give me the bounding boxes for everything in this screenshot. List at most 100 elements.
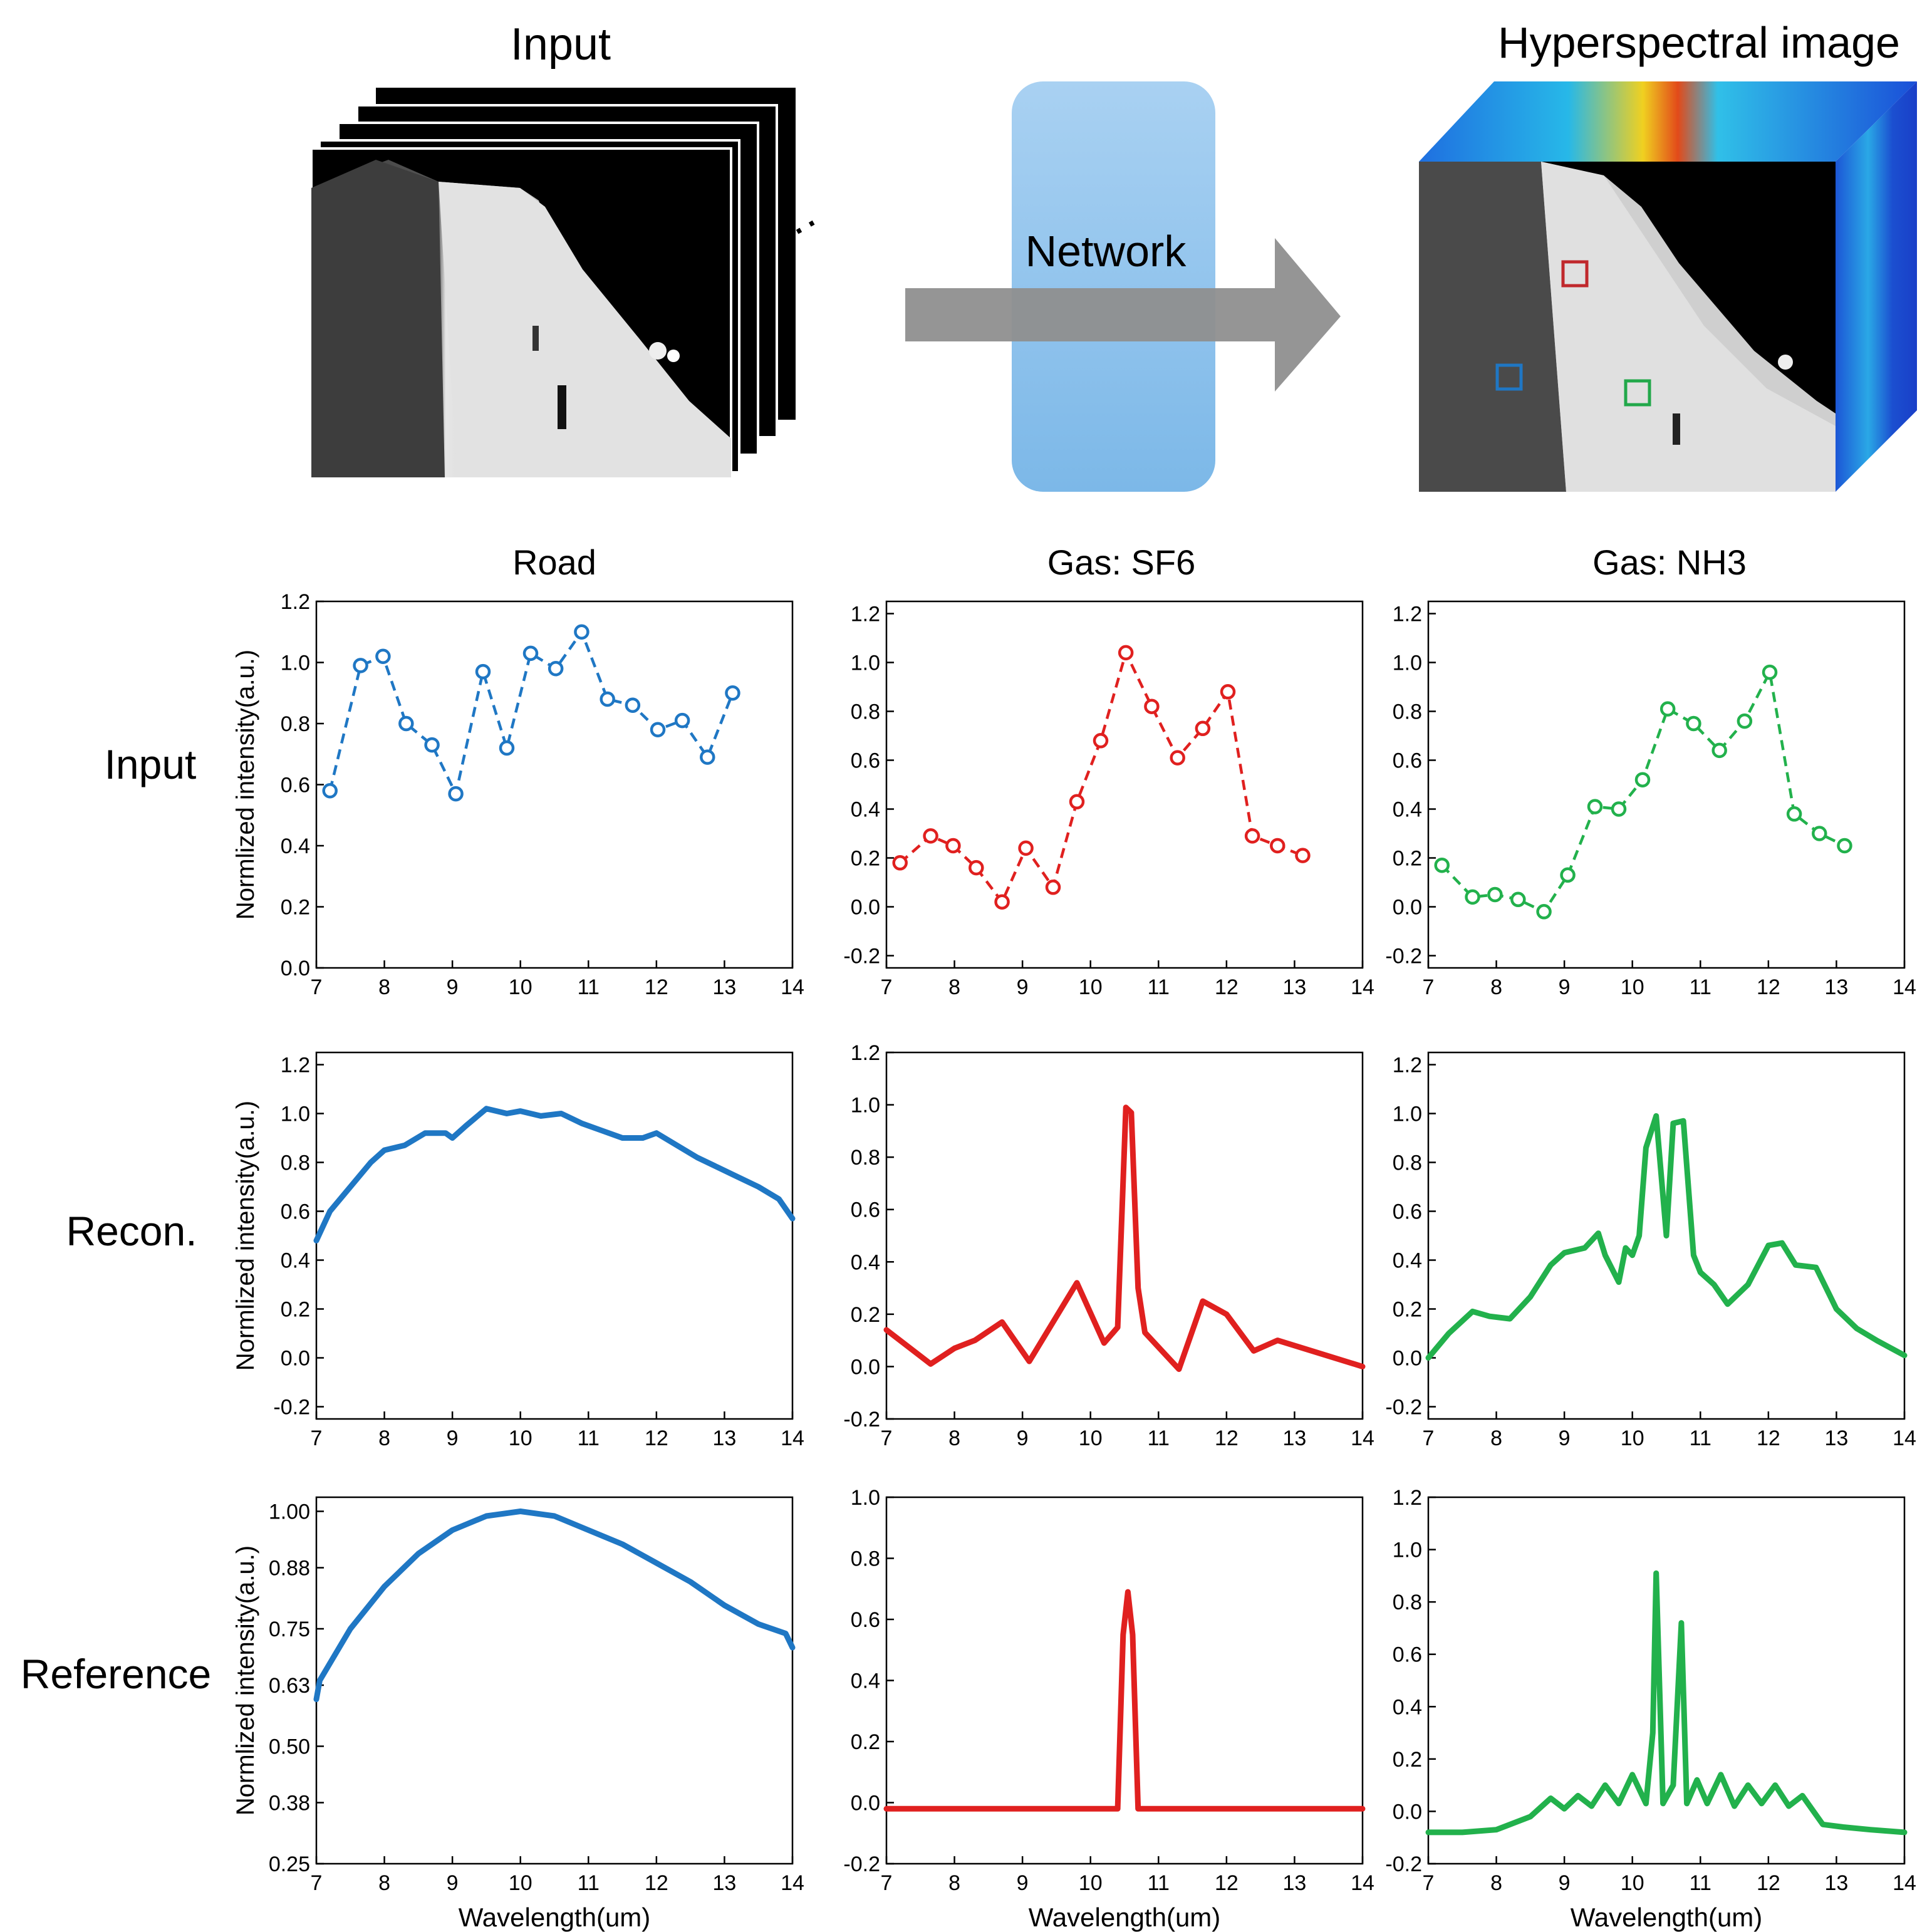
y-tick-label: 1.0	[851, 1094, 880, 1118]
x-tick-label: 13	[1825, 1426, 1849, 1450]
x-tick-label: 11	[578, 975, 600, 999]
plot-frame	[885, 600, 1364, 969]
x-tick-label: 11	[1690, 975, 1711, 999]
x-tick-label: 14	[781, 975, 804, 999]
flow-arrow	[905, 238, 1341, 392]
y-tick-label: 1.0	[851, 1486, 880, 1510]
data-point	[1118, 645, 1134, 661]
panel-reference-road: 7 8 9 10 11 12 13 14 0.25 0.38 0.50 0.63 0.75 0.88 1.0…	[232, 1496, 804, 1932]
y-tick-label: 0.6	[1393, 749, 1422, 773]
y-tick-label: 0.6	[851, 1608, 880, 1632]
x-tick-label: 11	[1148, 1426, 1170, 1450]
data-point	[1244, 828, 1260, 844]
x-tick-label: 13	[713, 975, 737, 999]
data-point	[424, 737, 440, 753]
column-header-nh3: Gas: NH3	[1592, 543, 1747, 582]
data-point	[1587, 799, 1603, 814]
y-tick-label: -0.2	[273, 1396, 310, 1420]
series-line	[1425, 1570, 1908, 1836]
x-tick-label: 11	[578, 1426, 600, 1450]
y-tick-label: 0.4	[281, 834, 310, 858]
y-tick-label: 0.4	[1393, 1249, 1422, 1273]
x-tick-label: 13	[1825, 1871, 1849, 1895]
series-line	[1425, 1113, 1908, 1361]
series-line	[883, 1589, 1366, 1812]
x-tick-label: 14	[1351, 1871, 1374, 1895]
hyperspectral-cube	[1419, 81, 1917, 492]
panel-recon-gas-nh3: 7 8 9 10 11 12 13 14 -0.2 0.0 0.2 0.4 0.6 0.8 1.0 1.2	[1385, 1051, 1916, 1450]
x-tick-label: 8	[1490, 1426, 1502, 1450]
x-tick-label: 9	[1017, 1871, 1029, 1895]
y-tick-label: 0.50	[269, 1735, 310, 1759]
y-tick-label: 1.0	[1393, 652, 1422, 675]
data-point	[1170, 750, 1185, 766]
y-tick-label: 0.4	[851, 1250, 880, 1274]
roi-box-nh3	[1624, 379, 1651, 407]
x-tick-label: 7	[311, 1426, 323, 1450]
y-tick-label: 1.2	[1393, 1054, 1422, 1078]
y-tick-label: 0.6	[851, 749, 880, 773]
y-tick-label: 1.2	[281, 590, 310, 614]
y-tick-label: 0.0	[1393, 1347, 1422, 1371]
x-tick-label: 7	[1423, 1426, 1435, 1450]
data-point	[398, 715, 414, 732]
data-point	[1536, 904, 1552, 920]
data-point	[353, 658, 368, 673]
y-tick-label: 0.8	[1393, 1151, 1422, 1175]
data-point	[548, 661, 564, 677]
x-tick-label: 12	[645, 1426, 668, 1450]
y-tick-label: 0.6	[1393, 1200, 1422, 1224]
roi-box-road	[1495, 363, 1523, 391]
y-tick-label: 1.2	[851, 1041, 880, 1065]
x-tick-label: 14	[781, 1426, 804, 1450]
panel-reference-gas-sf6: 7 8 9 10 11 12 13 14 -0.2 0.0 0.2 0.4 0.6 0.8 1.0 Wavel…	[843, 1486, 1374, 1932]
data-point	[600, 691, 615, 707]
x-tick-label: 14	[781, 1871, 804, 1895]
y-tick-label: -0.2	[1385, 1396, 1422, 1420]
data-point	[1510, 891, 1526, 908]
data-point	[1737, 713, 1753, 729]
chart-grid: 7 8 9 10 11 12 13 14 0.0 0.2 0.4 0.6 0.8 1.0 1.2 Normli…	[232, 590, 1916, 1932]
y-tick-label: 0.2	[1393, 1298, 1422, 1322]
cube-side-face	[1836, 81, 1917, 492]
data-point	[1659, 701, 1676, 717]
y-tick-label: 0.75	[269, 1618, 310, 1641]
y-tick-label: 1.2	[1393, 603, 1422, 626]
y-tick-label: 0.4	[1393, 1695, 1422, 1719]
x-tick-label: 11	[1690, 1426, 1711, 1450]
x-tick-label: 7	[881, 1871, 893, 1895]
x-tick-label: 9	[1559, 975, 1571, 999]
column-header-sf6: Gas: SF6	[1047, 543, 1196, 582]
data-point	[1220, 684, 1236, 700]
data-point	[969, 860, 984, 876]
y-tick-label: 0.2	[1393, 847, 1422, 871]
y-tick-label: 0.38	[269, 1792, 310, 1815]
y-tick-label: 1.0	[851, 652, 880, 675]
x-tick-label: 8	[1490, 975, 1502, 999]
x-tick-label: 8	[378, 1871, 390, 1895]
roi-box-sf6	[1561, 260, 1589, 288]
x-tick-label: 9	[1017, 975, 1029, 999]
y-tick-label: 0.2	[281, 1298, 310, 1322]
x-tick-label: 8	[378, 975, 390, 999]
x-tick-label: 11	[578, 1871, 600, 1895]
x-tick-label: 9	[447, 975, 459, 999]
data-point	[674, 712, 690, 729]
panel-recon-gas-sf6: 7 8 9 10 11 12 13 14 -0.2 0.0 0.2 0.4 0.6 0.8 1.0 1.2	[843, 1041, 1374, 1450]
x-tick-label: 12	[1757, 1426, 1780, 1450]
input-title: Input	[511, 19, 611, 70]
x-tick-label: 14	[1351, 975, 1374, 999]
column-header-road: Road	[512, 543, 596, 582]
y-tick-label: -0.2	[1385, 945, 1422, 969]
row-label-input: Input	[105, 741, 197, 787]
y-tick-label: 0.88	[269, 1557, 310, 1581]
y-tick-label: 0.2	[851, 847, 880, 871]
x-tick-label: 7	[881, 1426, 893, 1450]
series-line	[328, 630, 734, 796]
data-point	[725, 685, 740, 701]
data-point	[1762, 664, 1778, 680]
x-tick-label: 11	[1690, 1871, 1711, 1895]
data-point	[522, 645, 539, 662]
y-axis-label: Normlized intensity(a.u.)	[232, 1101, 259, 1371]
